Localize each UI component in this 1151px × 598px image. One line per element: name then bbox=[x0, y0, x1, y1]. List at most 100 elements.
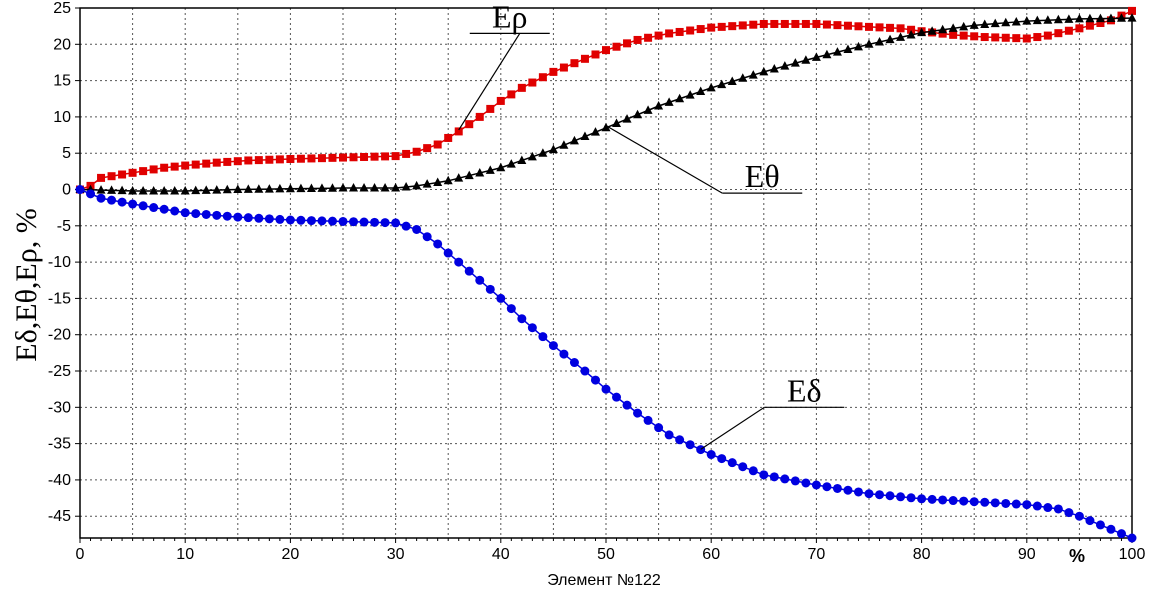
data-point bbox=[990, 18, 1000, 28]
x-tick-label: 80 bbox=[913, 546, 931, 563]
data-point bbox=[548, 341, 558, 351]
data-point bbox=[643, 415, 653, 425]
y-tick-label: -15 bbox=[48, 290, 71, 307]
data-point bbox=[675, 27, 684, 36]
data-point bbox=[569, 358, 579, 368]
data-point bbox=[759, 66, 769, 76]
data-point bbox=[475, 167, 485, 177]
data-point bbox=[149, 185, 159, 195]
data-point bbox=[233, 184, 243, 194]
data-point bbox=[623, 39, 632, 48]
tick-labels: 0 10 20 30 40 50 60 70 80 90 1002520151050-5-10-15… bbox=[48, 0, 1146, 563]
y-axis-label: Eδ,Eθ,Eρ, % bbox=[10, 208, 43, 361]
grid-lines bbox=[79, 7, 1133, 538]
data-point bbox=[107, 195, 117, 205]
data-point bbox=[685, 90, 695, 99]
data-point bbox=[264, 184, 274, 193]
data-point bbox=[917, 27, 927, 37]
data-point bbox=[728, 22, 737, 31]
data-point bbox=[906, 493, 916, 503]
data-point bbox=[790, 58, 800, 67]
data-point bbox=[896, 492, 906, 502]
data-point bbox=[517, 314, 527, 324]
data-point bbox=[128, 168, 137, 177]
data-point bbox=[433, 177, 443, 186]
data-point bbox=[959, 21, 969, 31]
data-point bbox=[475, 112, 484, 121]
data-point bbox=[927, 26, 937, 35]
data-point bbox=[612, 42, 621, 51]
data-point bbox=[1001, 17, 1011, 27]
data-point bbox=[738, 21, 747, 30]
data-point bbox=[959, 496, 969, 506]
data-point bbox=[423, 144, 432, 153]
data-point bbox=[465, 120, 474, 129]
data-point bbox=[1032, 501, 1042, 511]
data-point bbox=[485, 284, 495, 294]
data-point bbox=[265, 155, 274, 164]
data-point bbox=[507, 90, 516, 99]
data-point bbox=[180, 208, 190, 218]
data-point bbox=[1075, 24, 1084, 33]
data-point bbox=[454, 173, 464, 182]
data-point bbox=[769, 63, 779, 73]
data-point bbox=[801, 478, 811, 488]
data-point bbox=[738, 462, 748, 472]
series-triangle bbox=[75, 13, 1137, 195]
data-point bbox=[633, 408, 643, 418]
data-point bbox=[159, 204, 169, 214]
data-point bbox=[1127, 13, 1137, 22]
data-point bbox=[801, 19, 810, 28]
data-point bbox=[359, 183, 369, 192]
data-point bbox=[138, 201, 148, 211]
data-point bbox=[517, 155, 527, 164]
data-point bbox=[422, 179, 432, 188]
data-point bbox=[569, 135, 579, 145]
data-point bbox=[917, 494, 927, 504]
data-point bbox=[590, 375, 600, 385]
data-point bbox=[696, 445, 706, 455]
data-point bbox=[1085, 13, 1095, 23]
data-point bbox=[759, 19, 768, 28]
data-point bbox=[812, 19, 821, 28]
y-tick-label: -40 bbox=[48, 472, 71, 489]
data-point bbox=[602, 46, 610, 55]
data-point bbox=[538, 73, 547, 82]
data-point bbox=[748, 70, 758, 79]
data-point bbox=[749, 20, 758, 29]
x-tick-label: 10 bbox=[176, 546, 194, 563]
data-point bbox=[275, 183, 285, 193]
data-point bbox=[580, 366, 590, 376]
data-point bbox=[1095, 13, 1105, 23]
data-point bbox=[854, 22, 863, 31]
data-point bbox=[1022, 500, 1032, 510]
data-point bbox=[633, 109, 643, 119]
data-point bbox=[780, 474, 790, 484]
data-point bbox=[685, 440, 695, 450]
series-circle bbox=[75, 185, 1137, 543]
x-axis-label: Элемент №122 bbox=[547, 572, 661, 589]
data-point bbox=[296, 215, 306, 225]
data-point bbox=[811, 480, 821, 490]
data-point bbox=[412, 224, 422, 234]
data-point bbox=[443, 175, 453, 185]
data-point bbox=[654, 101, 664, 110]
data-point bbox=[475, 275, 485, 285]
data-point bbox=[1022, 34, 1031, 43]
data-point bbox=[822, 49, 832, 59]
data-point bbox=[1053, 504, 1063, 514]
data-point bbox=[317, 216, 327, 226]
data-point bbox=[864, 489, 874, 499]
data-point bbox=[948, 496, 958, 506]
data-point bbox=[327, 183, 337, 192]
x-axis-unit-label: % bbox=[1069, 546, 1085, 566]
data-point bbox=[1011, 16, 1021, 26]
data-point bbox=[412, 147, 421, 156]
data-point bbox=[118, 170, 127, 179]
data-point bbox=[401, 221, 411, 231]
data-point bbox=[391, 183, 401, 192]
data-point bbox=[864, 39, 874, 48]
data-point bbox=[222, 184, 232, 194]
data-point bbox=[285, 183, 295, 193]
data-point bbox=[875, 490, 885, 500]
